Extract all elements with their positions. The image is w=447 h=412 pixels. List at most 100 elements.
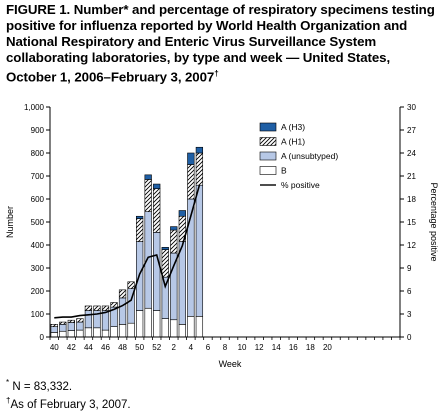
title-star-mark: *	[123, 2, 129, 17]
legend-swatch	[259, 166, 277, 175]
bar-segment	[59, 324, 67, 332]
footnote-date: †As of February 3, 2007.	[6, 394, 131, 412]
bar-segment	[118, 297, 127, 325]
bar-segment	[127, 281, 135, 289]
bar-segment	[153, 232, 161, 311]
x-tick-label: 10	[238, 343, 247, 352]
x-tick-label: 6	[206, 343, 211, 352]
legend-label: B	[281, 166, 287, 176]
y-tick-label: 1,000	[24, 103, 45, 112]
x-tick-label: 20	[323, 343, 332, 352]
y2-tick-label: 15	[407, 218, 416, 227]
bar-segment	[67, 322, 75, 331]
bar-segment	[195, 184, 204, 317]
y2-axis-label: Percentage positive	[429, 182, 439, 261]
footnote-date-text: As of February 3, 2007.	[10, 398, 131, 411]
title-dagger-mark: †	[214, 69, 219, 78]
bar-segment	[187, 315, 195, 338]
bar-segment	[136, 215, 144, 219]
bar-segment	[101, 305, 110, 311]
bar-segment	[93, 305, 101, 311]
x-tick-label: 44	[84, 343, 93, 352]
x-tick-label: 48	[118, 343, 127, 352]
legend-label: A (H3)	[281, 122, 305, 132]
bar-segment	[84, 310, 93, 329]
y2-tick-label: 6	[407, 287, 412, 296]
x-tick-label: 40	[50, 343, 59, 352]
x-tick-label: 16	[289, 343, 298, 352]
y2-tick-label: 9	[407, 264, 412, 273]
legend-label: A (H1)	[281, 137, 305, 147]
bar-segment	[153, 310, 161, 338]
bar-segment	[127, 322, 135, 338]
x-tick-label: 14	[272, 343, 281, 352]
x-tick-label: 8	[223, 343, 228, 352]
y2-tick-label: 27	[407, 126, 416, 135]
bar-segment	[118, 289, 127, 299]
y-tick-label: 700	[31, 172, 45, 181]
bar-segment	[50, 326, 58, 333]
bar-segment	[67, 330, 75, 338]
bar-segment	[76, 321, 84, 331]
bar-segment	[187, 164, 195, 200]
bar-segment	[50, 324, 58, 327]
percent-positive-line	[54, 184, 201, 319]
bar-segment	[195, 152, 204, 186]
x-tick-label: 46	[101, 343, 110, 352]
legend-swatch	[259, 151, 277, 161]
y2-tick-label: 12	[407, 241, 416, 250]
bar-segment	[161, 247, 169, 250]
y-tick-label: 300	[31, 264, 45, 273]
bar-segment	[195, 146, 204, 154]
y2-tick-label: 3	[407, 310, 412, 319]
bar-segment	[178, 210, 186, 217]
bar-segment	[144, 179, 152, 212]
bar-segment	[161, 318, 169, 338]
footnotes: * N = 83,332. †As of February 3, 2007.	[6, 376, 131, 412]
bar-segment	[118, 324, 127, 338]
bar-segment	[170, 229, 178, 254]
x-tick-label: 42	[67, 343, 76, 352]
footnote-n-mark: *	[6, 378, 10, 387]
footnote-date-mark: †	[6, 395, 11, 405]
y-tick-label: 0	[40, 333, 45, 342]
bar-segment	[59, 321, 67, 325]
percent-line-layer	[54, 184, 201, 319]
x-tick-label: 52	[152, 343, 161, 352]
legend: A (H3) A (H1) A (unsubtyped) B % positive	[259, 122, 338, 190]
x-tick-label: 4	[189, 343, 194, 352]
x-tick-label: 2	[172, 343, 177, 352]
bar-segment	[144, 307, 152, 338]
y-tick-label: 100	[31, 310, 45, 319]
bar-segment	[59, 330, 67, 338]
y2-tick-label: 30	[407, 103, 416, 112]
bar-segment	[170, 252, 178, 321]
y-tick-label: 500	[31, 218, 45, 227]
bar-segment	[170, 319, 178, 338]
legend-swatch	[259, 137, 277, 146]
bar-segment	[153, 188, 161, 233]
legend-swatch	[259, 122, 277, 132]
title-prefix: FIGURE 1. Number	[6, 2, 124, 17]
x-axis-label: Week	[219, 359, 242, 369]
bar-segment	[170, 226, 178, 231]
bar-segment	[144, 211, 152, 309]
y2-tick-label: 0	[407, 333, 412, 342]
legend-label: % positive	[281, 180, 320, 190]
bar-segment	[101, 329, 110, 338]
legend-label: A (unsubtyped)	[281, 151, 338, 161]
x-tick-label: 18	[306, 343, 315, 352]
y-tick-label: 800	[31, 149, 45, 158]
axes-layer: 0 100 200 300 400 500 600 700 800 900 1,000 0 3 6 9 12 1…	[24, 103, 416, 352]
y-axis-label: Number	[5, 206, 15, 238]
bar-segment	[84, 305, 93, 311]
x-tick-label: 50	[135, 343, 144, 352]
bar-segment	[110, 326, 118, 338]
footnote-n: * N = 83,332.	[6, 376, 131, 394]
bar-segment	[67, 319, 75, 323]
y-tick-label: 600	[31, 195, 45, 204]
bar-segment	[195, 315, 204, 338]
bar-segment	[110, 302, 118, 308]
bar-segment	[76, 318, 84, 323]
